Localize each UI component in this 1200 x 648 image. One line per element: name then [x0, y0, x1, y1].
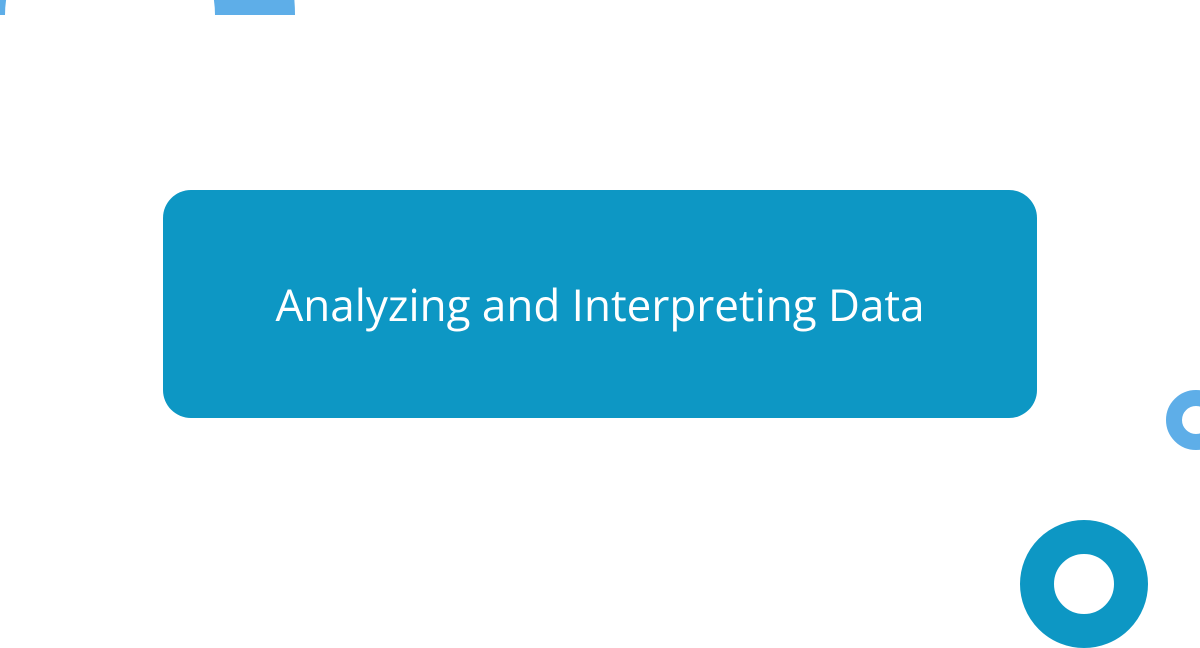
title-text: Analyzing and Interpreting Data — [275, 277, 924, 332]
ring-large-decoration — [1020, 520, 1148, 648]
ring-small-decoration — [1166, 390, 1200, 450]
title-card: Analyzing and Interpreting Data — [163, 190, 1037, 418]
corner-decoration — [0, 0, 295, 200]
